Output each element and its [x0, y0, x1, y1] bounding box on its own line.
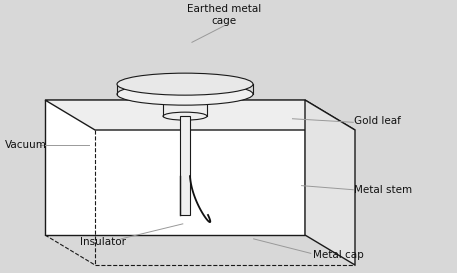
Text: Metal cap: Metal cap	[313, 250, 364, 260]
Polygon shape	[305, 100, 355, 265]
Text: Gold leaf: Gold leaf	[354, 117, 401, 126]
Ellipse shape	[117, 73, 253, 95]
Polygon shape	[45, 100, 355, 130]
Text: Earthed metal
cage: Earthed metal cage	[187, 4, 261, 26]
Text: Vacuum: Vacuum	[5, 140, 47, 150]
Text: Metal stem: Metal stem	[354, 185, 412, 195]
Ellipse shape	[117, 83, 253, 105]
Polygon shape	[180, 116, 190, 215]
Text: Insulator: Insulator	[80, 237, 126, 247]
Ellipse shape	[163, 94, 207, 102]
Polygon shape	[45, 100, 305, 235]
Ellipse shape	[163, 112, 207, 120]
